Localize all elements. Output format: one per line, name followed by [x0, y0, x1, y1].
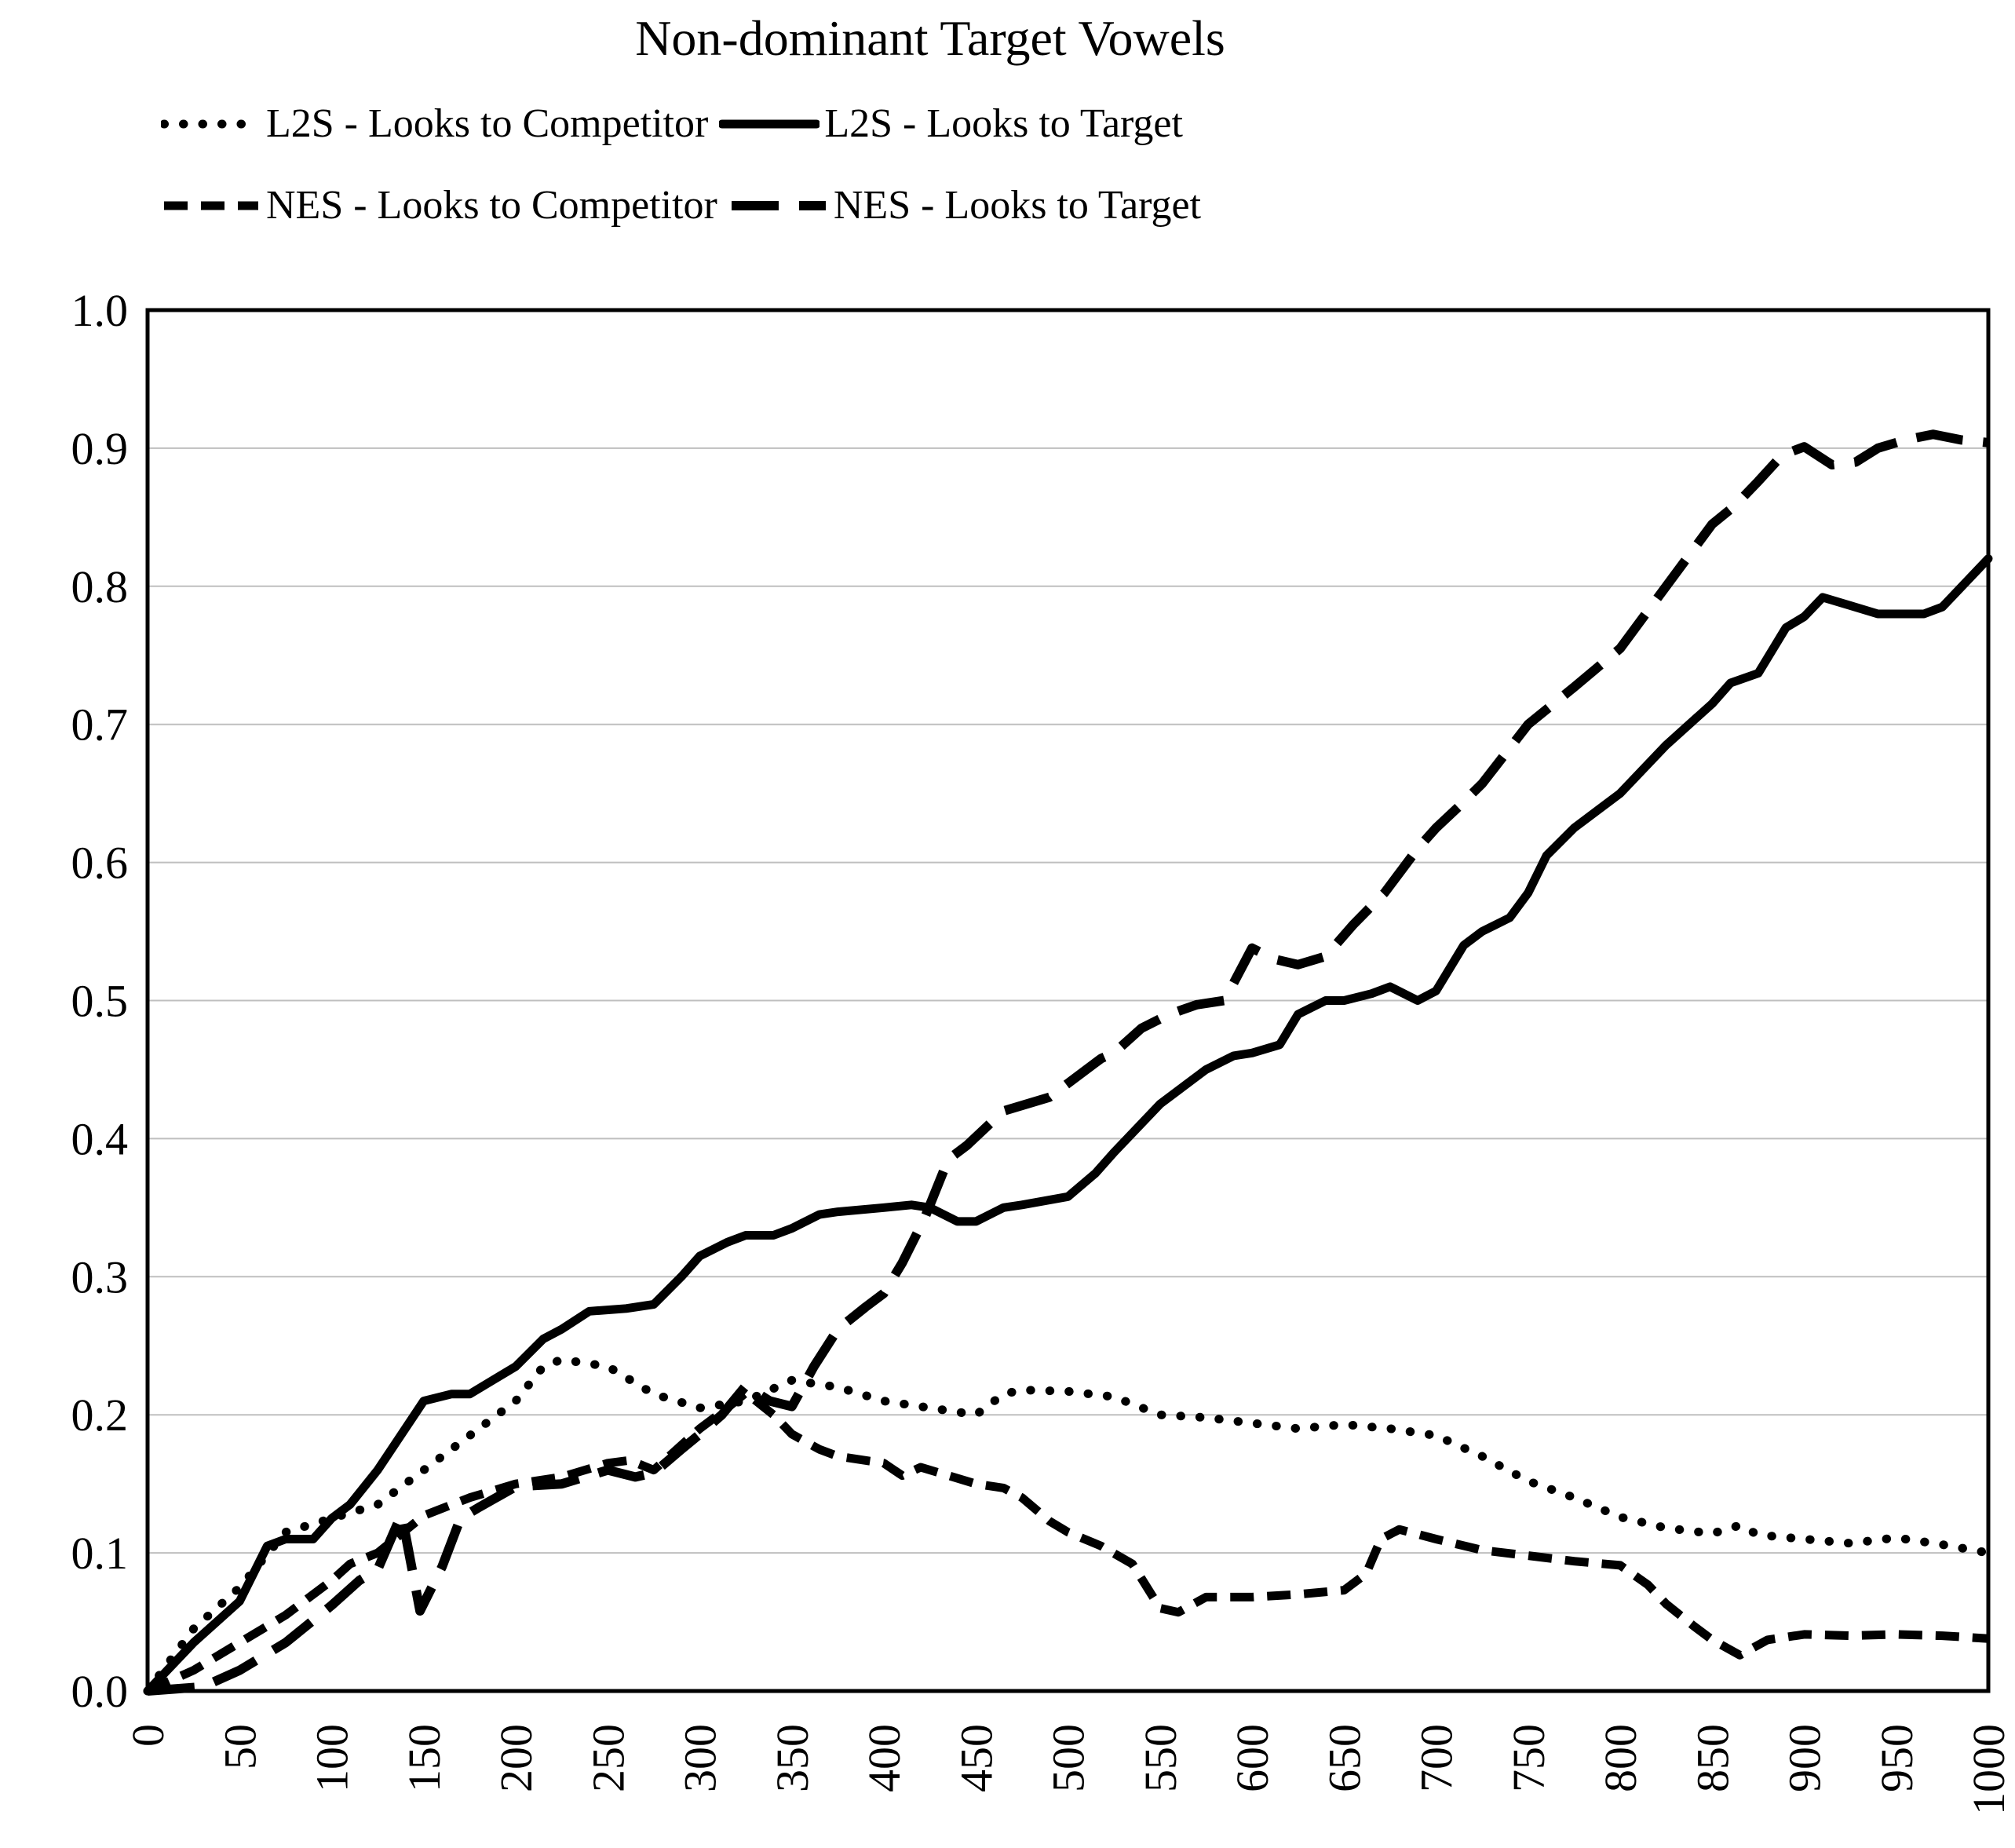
svg-text:900: 900 [1780, 1724, 1831, 1792]
legend-sample-long-dash-line-icon [731, 200, 826, 210]
svg-text:0.7: 0.7 [71, 699, 129, 751]
svg-text:0.1: 0.1 [71, 1528, 129, 1579]
svg-text:0.3: 0.3 [71, 1251, 129, 1302]
legend-item-l2s-target: L2S - Looks to Target [719, 100, 1194, 147]
series-line-2 [145, 1388, 1989, 1696]
legend-item-l2s-competitor: L2S - Looks to Competitor [161, 100, 719, 147]
svg-text:0: 0 [122, 1724, 173, 1747]
svg-text:300: 300 [675, 1724, 726, 1792]
svg-text:550: 550 [1135, 1724, 1186, 1792]
svg-text:950: 950 [1871, 1724, 1922, 1792]
legend-item-nes-competitor: NES - Looks to Competitor [161, 182, 728, 228]
legend-item-nes-target: NES - Looks to Target [728, 182, 1212, 228]
plot-border [145, 308, 1991, 1693]
legend-label-l2s-target: L2S - Looks to Target [824, 101, 1183, 146]
svg-text:50: 50 [214, 1724, 265, 1769]
svg-text:400: 400 [859, 1724, 910, 1792]
svg-text:0.0: 0.0 [71, 1666, 129, 1717]
svg-text:0.8: 0.8 [71, 561, 129, 612]
svg-text:100: 100 [307, 1724, 358, 1792]
gridlines [148, 447, 1988, 1554]
svg-text:350: 350 [767, 1724, 818, 1792]
svg-text:500: 500 [1043, 1724, 1094, 1792]
legend-sample-short-dash-line-icon [164, 201, 258, 210]
svg-text:700: 700 [1411, 1724, 1462, 1792]
svg-text:800: 800 [1595, 1724, 1646, 1792]
svg-text:1.0: 1.0 [71, 285, 129, 336]
series-line-3 [147, 429, 1989, 1696]
svg-text:0.9: 0.9 [71, 423, 129, 474]
svg-text:0.6: 0.6 [71, 838, 129, 889]
svg-text:150: 150 [399, 1724, 450, 1792]
svg-text:0.4: 0.4 [71, 1113, 129, 1164]
svg-text:450: 450 [951, 1724, 1002, 1792]
svg-text:0.5: 0.5 [71, 976, 129, 1027]
chart-title: Non-dominant Target Vowels [635, 10, 1225, 66]
legend-sample-solid-line-icon [719, 119, 820, 128]
legend-row-2: NES - Looks to Competitor NES - Looks to… [161, 182, 1212, 228]
legend-sample-dotted-line-icon [161, 119, 261, 128]
legend-label-l2s-competitor: L2S - Looks to Competitor [266, 101, 709, 146]
svg-text:650: 650 [1319, 1724, 1370, 1792]
x-axis-tick-labels: 0 50 100 150 200 250 300 350 400 450 500 550 600 650 7… [122, 1724, 2014, 1815]
svg-text:600: 600 [1227, 1724, 1278, 1792]
svg-text:250: 250 [582, 1724, 633, 1792]
series-line-1 [143, 554, 1993, 1696]
series-line-0 [143, 1355, 1993, 1696]
svg-text:750: 750 [1503, 1724, 1554, 1792]
svg-text:1000: 1000 [1963, 1724, 2014, 1815]
legend-label-nes-competitor: NES - Looks to Competitor [266, 183, 717, 228]
svg-text:850: 850 [1687, 1724, 1738, 1792]
svg-text:200: 200 [491, 1724, 542, 1792]
svg-text:0.2: 0.2 [71, 1390, 129, 1441]
legend-label-nes-target: NES - Looks to Target [833, 183, 1202, 228]
legend-row-1: L2S - Looks to Competitor L2S - Looks to… [161, 100, 1194, 147]
y-axis-tick-labels: 1.0 0.9 0.8 0.7 0.6 0.5 0.4 0.3 0.2 0.1 0.0 [71, 285, 129, 1717]
